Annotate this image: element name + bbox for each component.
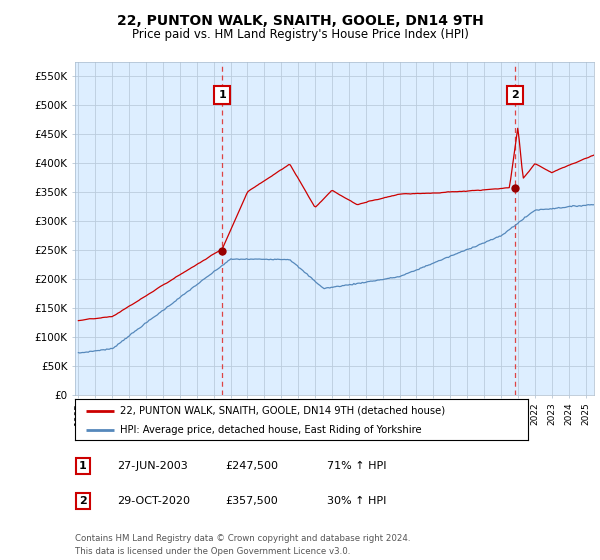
Text: £357,500: £357,500 (225, 496, 278, 506)
Text: Contains HM Land Registry data © Crown copyright and database right 2024.
This d: Contains HM Land Registry data © Crown c… (75, 534, 410, 556)
Text: 1: 1 (218, 90, 226, 100)
Text: 1: 1 (79, 461, 86, 471)
Text: Price paid vs. HM Land Registry's House Price Index (HPI): Price paid vs. HM Land Registry's House … (131, 28, 469, 41)
Text: 22, PUNTON WALK, SNAITH, GOOLE, DN14 9TH (detached house): 22, PUNTON WALK, SNAITH, GOOLE, DN14 9TH… (121, 405, 445, 416)
Text: 22, PUNTON WALK, SNAITH, GOOLE, DN14 9TH: 22, PUNTON WALK, SNAITH, GOOLE, DN14 9TH (116, 14, 484, 28)
Text: 71% ↑ HPI: 71% ↑ HPI (327, 461, 386, 471)
Text: 30% ↑ HPI: 30% ↑ HPI (327, 496, 386, 506)
Text: 27-JUN-2003: 27-JUN-2003 (117, 461, 188, 471)
Text: 29-OCT-2020: 29-OCT-2020 (117, 496, 190, 506)
Text: 2: 2 (511, 90, 519, 100)
Text: 2: 2 (79, 496, 86, 506)
Text: £247,500: £247,500 (225, 461, 278, 471)
Text: HPI: Average price, detached house, East Riding of Yorkshire: HPI: Average price, detached house, East… (121, 424, 422, 435)
